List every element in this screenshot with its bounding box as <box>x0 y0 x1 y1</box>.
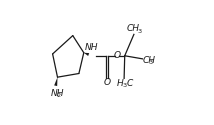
Text: O: O <box>103 78 111 87</box>
Text: H: H <box>117 79 123 88</box>
Text: C: C <box>126 79 133 88</box>
Text: CH: CH <box>126 24 139 33</box>
Polygon shape <box>54 77 58 86</box>
Text: CH: CH <box>143 56 156 64</box>
Text: NH: NH <box>84 43 98 52</box>
Text: 3: 3 <box>148 60 152 65</box>
Text: NH: NH <box>51 88 64 98</box>
Polygon shape <box>84 53 89 56</box>
Text: 2: 2 <box>56 93 60 98</box>
Text: 3: 3 <box>122 83 126 88</box>
Text: O: O <box>113 51 120 60</box>
Text: 3: 3 <box>137 29 141 34</box>
